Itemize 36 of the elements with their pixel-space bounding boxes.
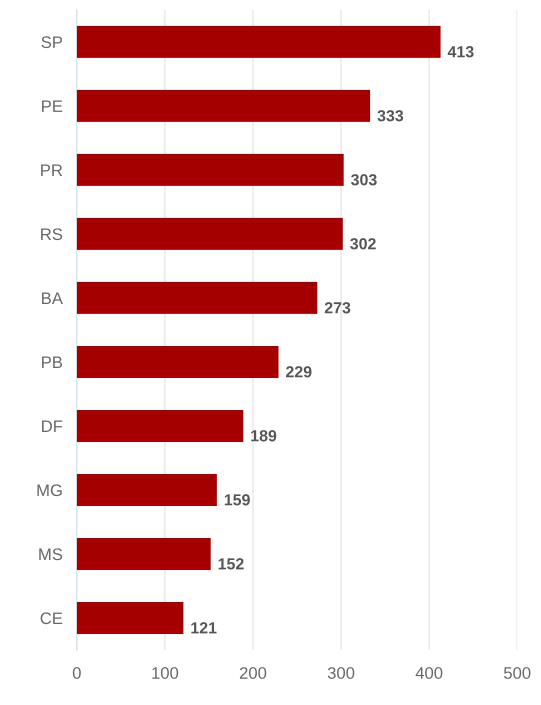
data-label: 303 — [351, 174, 377, 186]
bar — [76, 410, 244, 442]
x-tick-label: 100 — [152, 667, 178, 679]
bar — [76, 154, 344, 186]
bar — [76, 474, 217, 506]
data-label: 302 — [350, 238, 376, 250]
x-tick-label: 300 — [328, 667, 354, 679]
y-tick-label: DF — [42, 420, 62, 432]
y-tick-label: MG — [37, 484, 62, 496]
x-tick-label: 400 — [416, 667, 442, 679]
y-tick-label: PR — [41, 164, 62, 176]
data-label: 159 — [224, 494, 250, 506]
y-tick-label: RS — [41, 228, 62, 240]
bar — [76, 538, 211, 570]
bar — [76, 602, 184, 634]
x-tick-label: 200 — [240, 667, 266, 679]
y-tick-label: BA — [42, 292, 63, 304]
y-tick-label: PE — [42, 100, 62, 112]
data-label: 229 — [286, 366, 312, 378]
y-tick-label: SP — [41, 36, 62, 48]
data-label: 189 — [251, 430, 276, 442]
data-label: 413 — [448, 46, 474, 58]
y-tick-label: CE — [40, 612, 62, 624]
bar — [76, 26, 441, 58]
x-tick-label: 500 — [504, 667, 530, 679]
data-label: 121 — [191, 622, 217, 634]
data-label: 273 — [324, 302, 350, 314]
bar — [76, 282, 318, 314]
bar — [76, 218, 343, 250]
data-label: 333 — [377, 110, 404, 122]
y-tick-label: MS — [39, 548, 62, 560]
data-label: 152 — [218, 558, 244, 570]
bar — [76, 346, 279, 378]
y-tick-label: PB — [42, 356, 62, 368]
x-tick-label: 0 — [72, 667, 81, 679]
bar — [76, 90, 370, 122]
